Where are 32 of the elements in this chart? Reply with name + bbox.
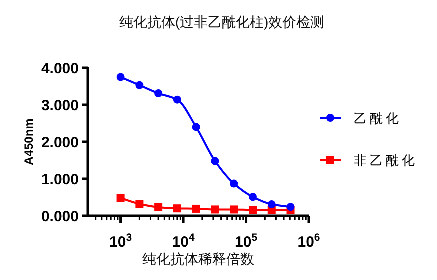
y-axis-title: A450nm [22,118,36,166]
point [248,193,257,202]
y-tick-label: 2.000 [41,134,79,152]
point [286,203,295,212]
point [154,90,163,98]
point [248,206,257,214]
x-tick-label: 10$^{6}$ [298,232,320,251]
y-tick-label: 1.000 [41,172,79,188]
point [136,81,144,90]
y-tick-label: 4.000 [41,60,79,78]
point [154,203,163,212]
point [173,204,182,213]
point [192,204,200,213]
point [116,194,125,202]
point [136,200,144,208]
x-axis-title: 纯化抗体稀释倍数 [142,251,254,267]
point [211,157,220,166]
legend-label: 乙酰化 [354,111,402,126]
y-tick-label: 3.000 [41,98,79,114]
point [173,96,182,104]
point [192,123,200,132]
x-tick-label: 10$^{3}$ [110,232,132,251]
point [116,73,125,82]
point [268,200,276,209]
point [230,180,238,188]
point [230,206,238,214]
x-tick-label: 10$^{5}$ [235,232,258,251]
legend-label: 非乙酰化 [354,153,418,168]
chart-title: 纯化抗体(过非乙酰化柱)效价检测 [119,14,325,30]
x-tick-label: 10$^{4}$ [172,232,195,251]
y-tick-label: 0.000 [41,208,79,226]
point [211,206,220,214]
